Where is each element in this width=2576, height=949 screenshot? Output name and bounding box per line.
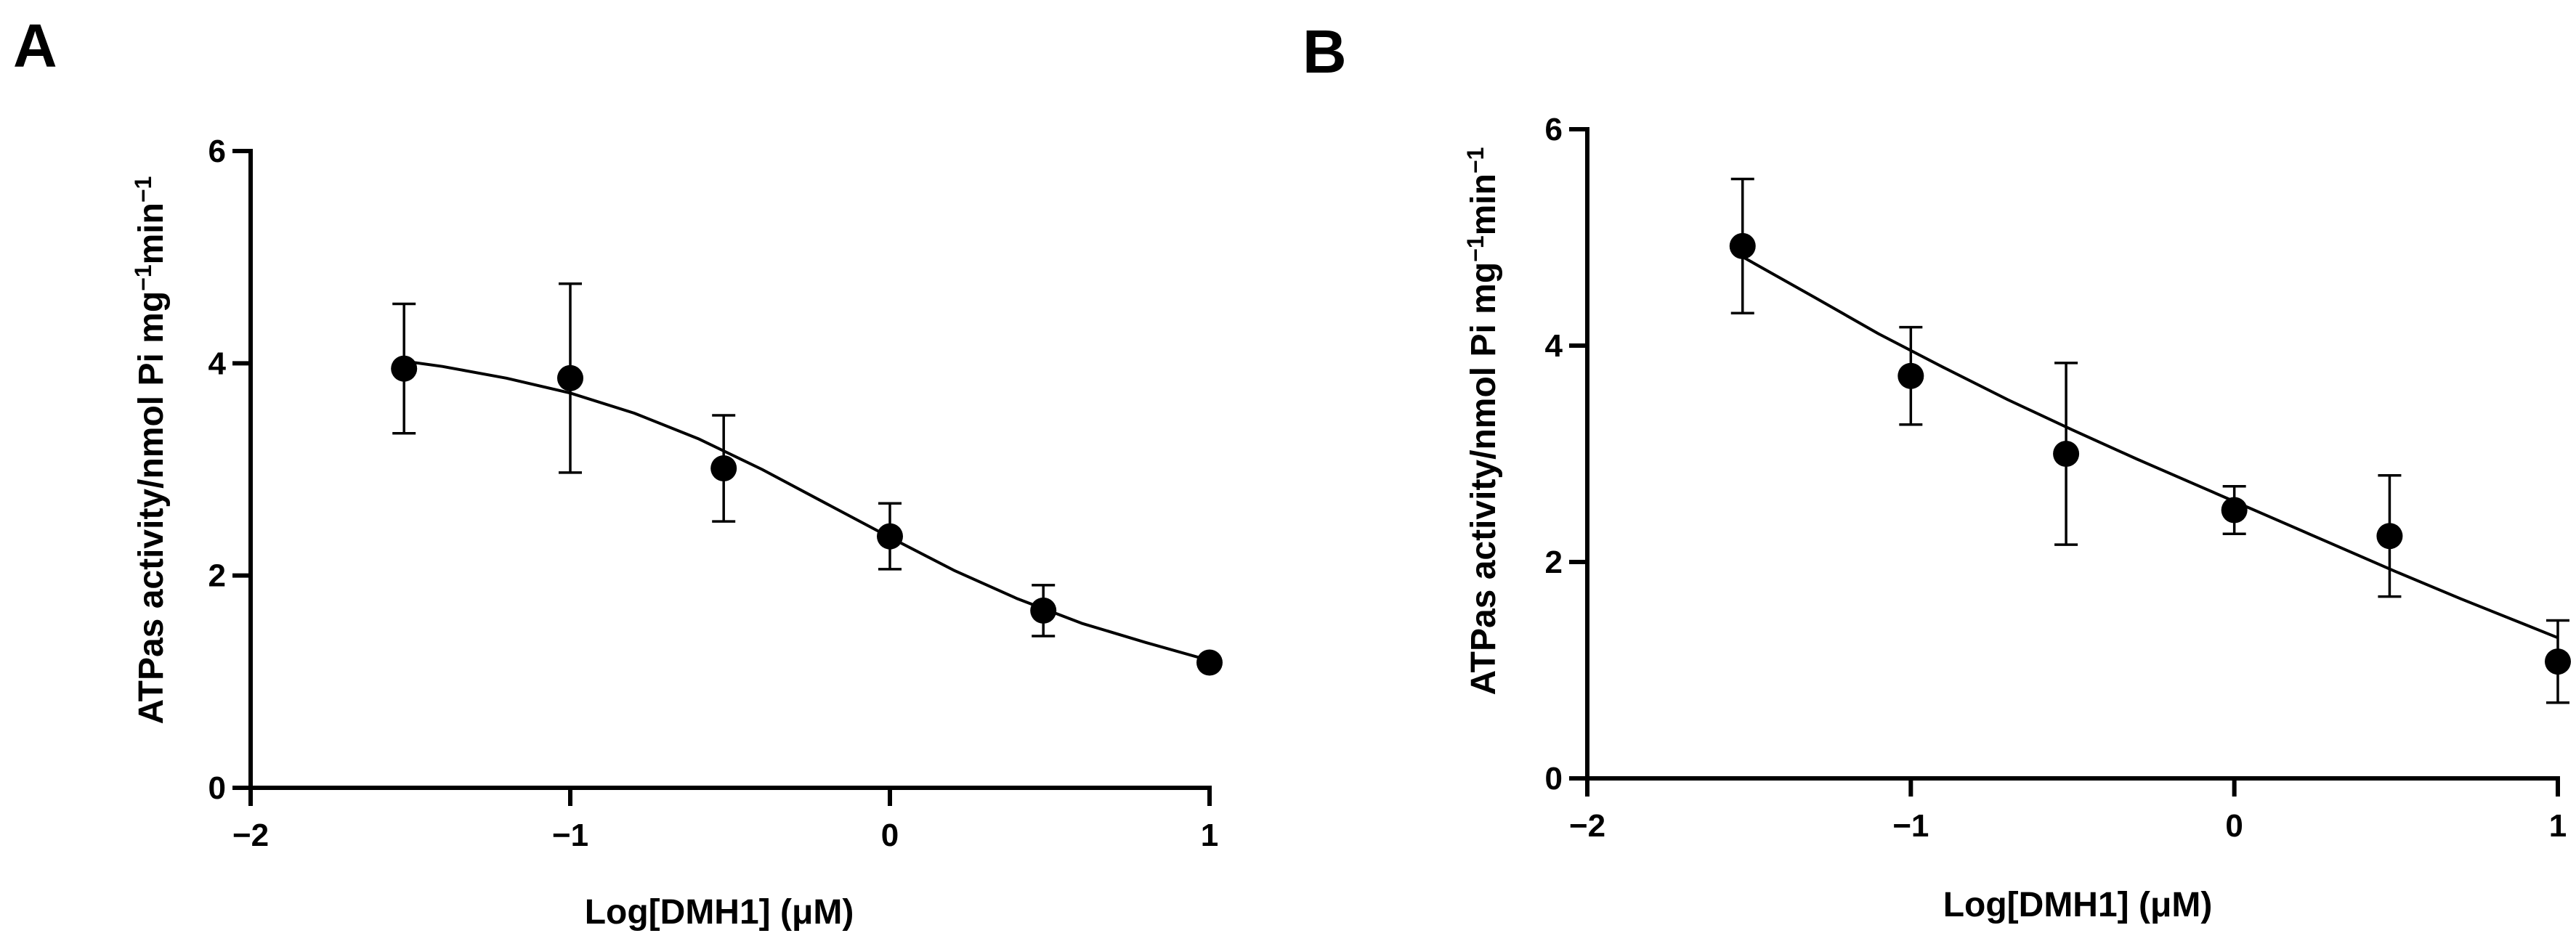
panel-a-data-point <box>710 455 737 482</box>
panel-a-data-point <box>1196 649 1223 676</box>
panel-a-y-axis-title: ATPas activity/nmol Pi mg−1min−1 <box>130 176 171 725</box>
panel-b-data-point <box>2221 497 2248 524</box>
panel-a-y-tick-label: 0 <box>208 770 226 806</box>
panel-b-y-tick-label: 0 <box>1545 761 1563 797</box>
panel-b-x-tick-label: 1 <box>2549 808 2567 844</box>
panel-a-x-tick-label: −1 <box>552 818 588 853</box>
panel-b-data-point <box>2053 441 2080 467</box>
panel-a-data-point <box>1030 597 1057 624</box>
panel-b-x-axis-title: Log[DMH1] (μM) <box>1943 886 2213 924</box>
panel-a-data-point <box>877 523 903 550</box>
panel-a-label: A <box>13 12 57 80</box>
panel-a-x-tick-label: 1 <box>1201 818 1218 853</box>
panel-b-fit-curve <box>1741 256 2559 640</box>
panel-b-y-axis-title: ATPas activity/nmol Pi mg−1min−1 <box>1462 147 1503 696</box>
panel-b-data-point <box>2545 648 2571 675</box>
panel-a-fit-curve <box>403 359 1210 662</box>
panel-a-y-tick-label: 2 <box>208 558 226 594</box>
panel-a-y-tick-label: 6 <box>208 134 226 169</box>
panel-a: A ATPas activity/nmol Pi mg−1min−1 Log[D… <box>13 12 1223 932</box>
panel-b-data-point <box>1897 362 1924 389</box>
panel-b-data-point <box>2376 523 2403 550</box>
panel-a-data-point <box>391 355 418 382</box>
panel-a-data-point <box>557 364 583 391</box>
panel-b-x-tick-label: 0 <box>2225 808 2243 844</box>
panel-b-label: B <box>1303 17 1347 86</box>
panel-a-x-tick-label: 0 <box>881 818 899 853</box>
panel-b-y-tick-label: 6 <box>1545 112 1563 147</box>
panel-a-x-axis-title: Log[DMH1] (μM) <box>585 893 854 932</box>
panel-b-data-point <box>1729 232 1756 259</box>
panel-b: B ATPas activity/nmol Pi mg−1min−1 Log[D… <box>1303 17 2571 924</box>
panel-b-x-tick-label: −1 <box>1892 808 1929 844</box>
panel-a-y-tick-label: 4 <box>208 346 227 381</box>
panel-b-x-tick-label: −2 <box>1569 808 1605 844</box>
panel-b-y-tick-label: 4 <box>1545 328 1563 364</box>
panel-b-y-tick-label: 2 <box>1545 545 1563 580</box>
panel-a-x-tick-label: −2 <box>232 818 269 853</box>
